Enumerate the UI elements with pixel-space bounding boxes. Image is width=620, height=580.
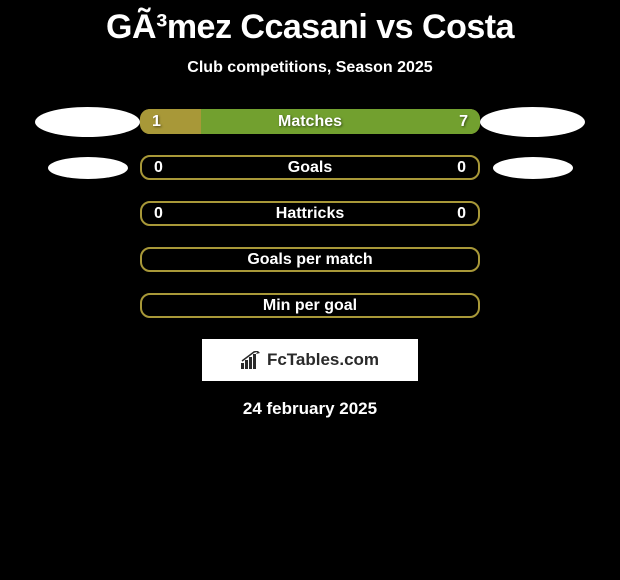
- stat-row: 0 0 Goals: [0, 155, 620, 180]
- stat-value-left: 0: [154, 159, 163, 177]
- ellipse-left-spacer: [35, 157, 140, 179]
- stat-label: Matches: [278, 113, 342, 131]
- stat-rows: 1 7 Matches 0 0 Goals 0 0 Hattricks Goals per mat…: [0, 109, 620, 318]
- stat-value-left: 1: [152, 113, 161, 131]
- stat-row: Goals per match: [0, 247, 620, 272]
- player-ellipse-right: [480, 107, 585, 137]
- stat-value-right: 0: [457, 205, 466, 223]
- stat-bar: 1 7 Matches: [140, 109, 480, 134]
- date: 24 february 2025: [0, 399, 620, 419]
- stat-label: Min per goal: [263, 297, 357, 315]
- page-title: GÃ³mez Ccasani vs Costa: [0, 0, 620, 47]
- stat-row: 1 7 Matches: [0, 109, 620, 134]
- bar-fill-left: [140, 109, 201, 134]
- stat-label: Goals per match: [247, 251, 372, 269]
- player-ellipse-right: [493, 157, 573, 179]
- logo-box: FcTables.com: [202, 339, 418, 381]
- stat-label: Hattricks: [276, 205, 344, 223]
- stat-value-right: 7: [459, 113, 468, 131]
- logo-text: FcTables.com: [241, 350, 379, 370]
- stat-row: Min per goal: [0, 293, 620, 318]
- ellipse-right-spacer: [480, 107, 585, 137]
- player-ellipse-left: [35, 107, 140, 137]
- ellipse-right-spacer: [480, 157, 585, 179]
- stat-bar: Goals per match: [140, 247, 480, 272]
- stat-value-left: 0: [154, 205, 163, 223]
- ellipse-left-spacer: [35, 107, 140, 137]
- chart-icon: [241, 351, 263, 369]
- stat-bar: 0 0 Goals: [140, 155, 480, 180]
- stat-bar: Min per goal: [140, 293, 480, 318]
- stat-label: Goals: [288, 159, 332, 177]
- stat-value-right: 0: [457, 159, 466, 177]
- player-ellipse-left: [48, 157, 128, 179]
- stat-row: 0 0 Hattricks: [0, 201, 620, 226]
- stat-bar: 0 0 Hattricks: [140, 201, 480, 226]
- logo-label: FcTables.com: [267, 350, 379, 370]
- subtitle: Club competitions, Season 2025: [0, 59, 620, 77]
